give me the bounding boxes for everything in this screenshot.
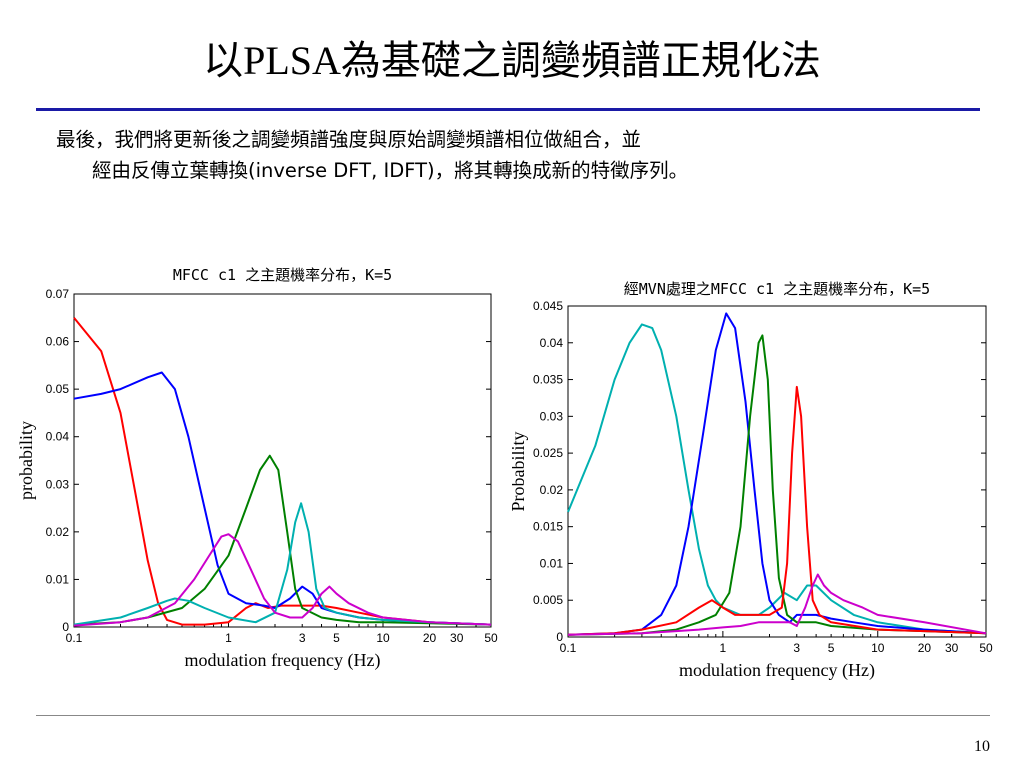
y-tick-label: 0.01 — [540, 556, 564, 570]
slide-title: 以PLSA為基礎之調變頻譜正規化法 — [203, 38, 821, 83]
series-line-4 — [567, 385, 987, 636]
series-line-5 — [567, 573, 987, 636]
slide-body: 最後，我們將更新後之調變頻譜強度與原始調變頻譜相位做組合，並 經由反傳立葉轉換(… — [56, 124, 976, 186]
y-tick-label: 0.04 — [46, 430, 70, 444]
y-tick-label: 0.03 — [46, 477, 70, 491]
x-tick-label: 1 — [720, 641, 727, 655]
x-tick-label: 50 — [979, 641, 993, 655]
y-tick-label: 0.05 — [46, 382, 70, 396]
body-line-1: 最後，我們將更新後之調變頻譜強度與原始調變頻譜相位做組合，並 — [56, 128, 642, 151]
y-tick-label: 0 — [62, 620, 69, 634]
series-line-5 — [73, 533, 492, 627]
x-tick-label: 50 — [484, 631, 498, 645]
y-tick-label: 0.045 — [533, 299, 563, 313]
x-tick-label: 30 — [450, 631, 464, 645]
x-tick-label: 20 — [423, 631, 437, 645]
series-line-2 — [567, 312, 987, 636]
y-tick-label: 0.06 — [46, 335, 70, 349]
y-tick-label: 0.005 — [533, 593, 563, 607]
x-tick-label: 30 — [945, 641, 959, 655]
y-tick-label: 0.01 — [46, 572, 70, 586]
chart-left-topic-probability: MFCC c1 之主題機率分布，K=5 0 0.01 0.02 0.03 0.04 0.05… — [18, 266, 498, 671]
chart-title: MFCC c1 之主題機率分布，K=5 — [173, 266, 392, 284]
x-tick-label: 0.1 — [66, 631, 83, 645]
y-tick-label: 0.04 — [540, 336, 564, 350]
y-tick-label: 0 — [556, 630, 563, 644]
x-tick-label: 0.1 — [560, 641, 577, 655]
series-line-1 — [73, 317, 492, 626]
x-tick-label: 3 — [299, 631, 306, 645]
page-number: 10 — [974, 738, 990, 755]
body-line-2: 經由反傳立葉轉換(inverse DFT, IDFT)，將其轉換成新的特徵序列。 — [92, 159, 689, 182]
y-tick-label: 0.03 — [540, 409, 564, 423]
chart-right-mvn-topic-probability: 經MVN處理之MFCC c1 之主題機率分布，K=5 0 0.005 0.01 0.01… — [512, 280, 993, 681]
series-line-4 — [73, 502, 492, 626]
x-tick-label: 1 — [225, 631, 232, 645]
y-tick-label: 0.02 — [540, 483, 564, 497]
y-tick-label: 0.035 — [533, 373, 563, 387]
series-line-3 — [73, 454, 492, 626]
plot-area — [567, 305, 987, 638]
x-axis-label: modulation frequency (Hz) — [185, 650, 381, 671]
x-tick-label: 3 — [793, 641, 800, 655]
y-tick-label: 0.02 — [46, 525, 70, 539]
x-tick-label: 10 — [871, 641, 885, 655]
footer-rule — [36, 715, 990, 716]
y-tick-label: 0.015 — [533, 520, 563, 534]
plot-area — [73, 293, 492, 628]
y-tick-label: 0.07 — [46, 287, 70, 301]
x-tick-label: 10 — [376, 631, 390, 645]
x-tick-label: 20 — [918, 641, 932, 655]
series-line-3 — [567, 334, 987, 636]
x-tick-label: 5 — [333, 631, 340, 645]
x-tick-label: 5 — [828, 641, 835, 655]
y-axis-label: Probability — [512, 432, 528, 512]
chart-title: 經MVN處理之MFCC c1 之主題機率分布，K=5 — [624, 280, 930, 298]
title-underline — [36, 108, 980, 111]
y-tick-label: 0.025 — [533, 446, 563, 460]
x-axis-label: modulation frequency (Hz) — [679, 660, 875, 681]
y-axis-label: probability — [18, 421, 36, 500]
